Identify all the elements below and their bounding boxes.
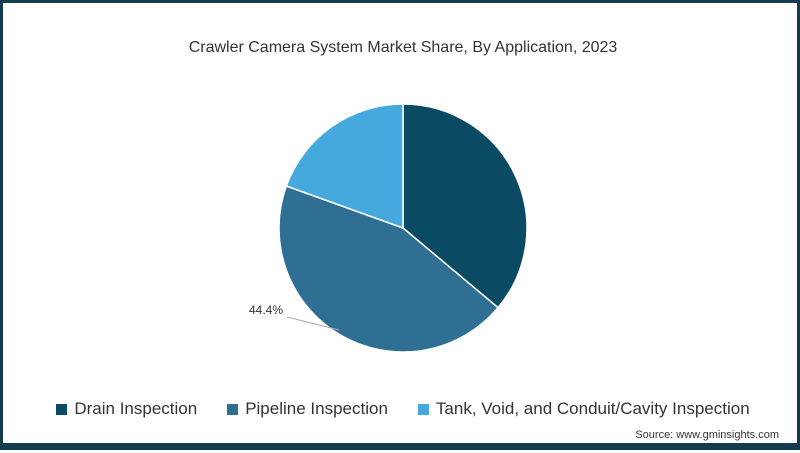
legend-label: Drain Inspection — [74, 399, 198, 418]
legend-swatch-icon — [417, 403, 429, 415]
pie-slice-1[interactable] — [278, 185, 500, 353]
chart-legend: Drain Inspection Pipeline Inspection Tan… — [3, 399, 800, 419]
pie-chart — [278, 103, 528, 353]
legend-swatch-icon — [227, 403, 239, 415]
label-leader-line — [286, 316, 340, 331]
legend-swatch-icon — [56, 403, 68, 415]
legend-item-tank[interactable]: Tank, Void, and Conduit/Cavity Inspectio… — [417, 399, 750, 419]
source-note: Source: www.gminsights.com — [635, 429, 779, 441]
legend-item-drain[interactable]: Drain Inspection — [56, 399, 197, 419]
data-label-pipeline: 44.4% — [249, 303, 284, 317]
chart-title: Crawler Camera System Market Share, By A… — [188, 39, 618, 56]
pie-slice-0[interactable] — [402, 103, 528, 309]
legend-item-pipeline[interactable]: Pipeline Inspection — [227, 399, 388, 419]
legend-label: Tank, Void, and Conduit/Cavity Inspectio… — [435, 399, 750, 418]
legend-label: Pipeline Inspection — [245, 399, 388, 418]
pie-slice-2[interactable] — [285, 103, 404, 230]
